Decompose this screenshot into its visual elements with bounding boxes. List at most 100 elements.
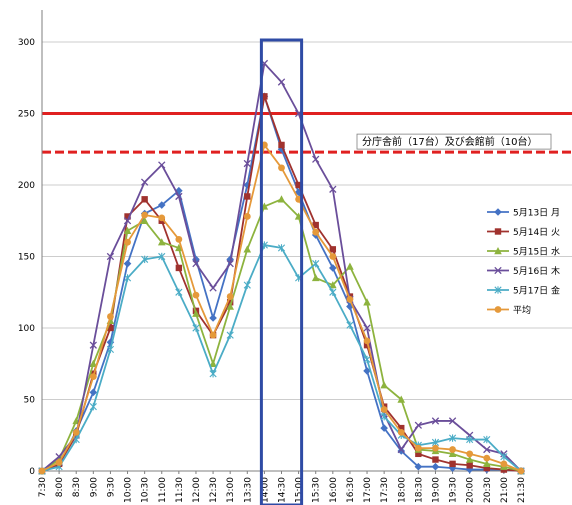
data-point xyxy=(158,214,166,222)
data-point xyxy=(175,192,183,201)
data-point xyxy=(363,341,371,349)
data-point xyxy=(312,221,319,229)
data-point xyxy=(226,293,234,300)
data-point xyxy=(123,226,132,234)
data-point xyxy=(141,211,149,219)
data-point xyxy=(500,453,508,461)
series-1 xyxy=(38,92,525,475)
data-point xyxy=(363,298,371,306)
legend-label: 5月14日 火 xyxy=(513,227,560,238)
data-point xyxy=(209,314,217,322)
data-point xyxy=(329,253,337,260)
data-point xyxy=(157,238,166,246)
legend-label: 5月15日 水 xyxy=(513,246,560,258)
data-point xyxy=(482,459,491,468)
data-point-stroke xyxy=(483,445,491,454)
reference-lines xyxy=(42,112,572,154)
data-point xyxy=(140,178,149,186)
legend-label: 5月17日 金 xyxy=(513,285,560,297)
x-tick-label: 18:30 xyxy=(414,477,424,503)
data-point-stroke xyxy=(226,259,234,268)
data-point xyxy=(243,213,251,220)
data-point xyxy=(483,445,491,454)
data-point xyxy=(483,435,491,444)
data-point xyxy=(465,465,474,474)
x-tick-label: 18:00 xyxy=(397,477,407,503)
x-tick-label: 21:00 xyxy=(500,477,510,503)
data-point xyxy=(89,359,98,367)
data-point-stroke xyxy=(192,259,200,268)
y-tick-label: 250 xyxy=(18,110,35,120)
data-point xyxy=(175,288,183,296)
y-tick-label: 0 xyxy=(29,467,35,477)
data-point xyxy=(397,395,406,403)
data-point xyxy=(89,402,97,411)
data-point-stroke xyxy=(277,78,286,86)
data-point xyxy=(449,446,456,453)
data-point xyxy=(106,252,115,261)
series-6 xyxy=(38,141,525,475)
legend-item: 5月13日 月 xyxy=(487,208,560,219)
data-point xyxy=(380,412,388,421)
data-point xyxy=(209,284,217,292)
data-point xyxy=(397,428,405,436)
data-point-stroke xyxy=(55,453,63,461)
data-point xyxy=(38,467,46,475)
data-point xyxy=(209,331,217,339)
data-point xyxy=(398,424,405,432)
data-point-stroke xyxy=(106,252,115,261)
data-point xyxy=(123,274,132,282)
data-point-stroke xyxy=(209,284,217,292)
data-point-stroke xyxy=(363,324,371,332)
data-point xyxy=(72,428,80,436)
data-point xyxy=(141,255,149,264)
data-point xyxy=(415,450,422,458)
legend-label: 5月13日 月 xyxy=(513,208,560,219)
data-point xyxy=(500,460,508,468)
data-point xyxy=(209,370,217,378)
x-tick-label: 19:00 xyxy=(431,477,441,503)
x-tick-label: 10:30 xyxy=(141,477,151,503)
data-point xyxy=(329,288,337,296)
data-point xyxy=(157,201,166,209)
data-point xyxy=(431,462,440,471)
y-tick-label: 150 xyxy=(18,253,35,263)
legend-label: 平均 xyxy=(513,304,531,316)
x-tick-label: 17:00 xyxy=(363,477,373,503)
data-point xyxy=(346,296,354,303)
data-point-stroke xyxy=(243,159,251,168)
x-tick-label: 20:30 xyxy=(483,477,493,503)
data-point xyxy=(140,216,149,224)
data-point xyxy=(465,455,474,463)
data-point xyxy=(89,388,98,397)
series-4 xyxy=(38,59,525,475)
highlight-group xyxy=(259,38,304,505)
data-point xyxy=(124,238,131,246)
data-point xyxy=(55,459,63,466)
data-point xyxy=(363,337,371,345)
data-point-stroke xyxy=(448,417,457,425)
data-point xyxy=(380,381,388,389)
data-point xyxy=(380,406,388,413)
series-5 xyxy=(38,241,525,475)
data-point xyxy=(397,447,406,455)
data-point-stroke xyxy=(123,217,132,225)
data-point xyxy=(431,417,440,425)
data-point xyxy=(107,324,114,332)
data-point xyxy=(295,181,302,189)
series-line xyxy=(41,62,522,472)
data-point xyxy=(192,324,200,332)
legend-item: 5月17日 金 xyxy=(487,285,560,297)
data-point-stroke xyxy=(329,185,337,193)
x-tick-label: 13:00 xyxy=(226,477,236,503)
data-point xyxy=(432,456,439,463)
highlight-box xyxy=(259,38,304,505)
x-tick-label: 11:30 xyxy=(175,477,185,503)
axes xyxy=(41,10,525,472)
data-point-stroke xyxy=(414,421,423,429)
data-point xyxy=(175,235,183,243)
data-point xyxy=(380,424,388,432)
data-point xyxy=(494,306,502,313)
data-point xyxy=(494,286,502,294)
